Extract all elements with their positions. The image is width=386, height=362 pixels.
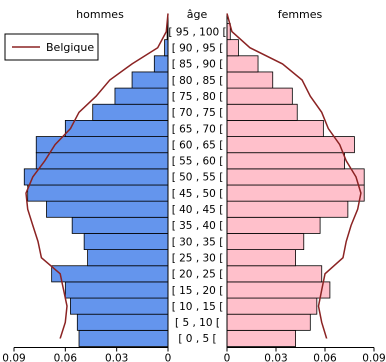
age-label: [ 90 , 95 [ xyxy=(172,43,224,55)
age-labels: [ 0 , 5 [ [ 5 , 10 [ [ 10 , 15 [ [ 15 , 20 … xyxy=(168,26,226,345)
tick-label-right: 0 xyxy=(224,353,231,362)
bar-femmes xyxy=(226,152,345,170)
bar-hommes xyxy=(46,200,169,218)
bar-femmes xyxy=(226,87,293,105)
header-center: âge xyxy=(187,8,208,21)
tick-label-left: 0.09 xyxy=(2,353,25,362)
bar-femmes xyxy=(226,297,318,315)
bar-femmes xyxy=(226,103,298,121)
bar-hommes xyxy=(76,313,169,331)
age-label: [ 80 , 85 [ xyxy=(172,75,224,87)
bar-femmes xyxy=(226,120,324,137)
bar-hommes xyxy=(92,103,169,121)
bar-femmes xyxy=(226,71,274,89)
age-label: [ 30 , 35 [ xyxy=(172,236,224,248)
bar-femmes xyxy=(226,265,323,283)
age-label: [ 45 , 50 [ xyxy=(172,188,224,200)
age-label: [ 55 , 60 [ xyxy=(172,156,224,168)
bar-femmes xyxy=(226,55,259,73)
age-label: [ 25 , 30 [ xyxy=(172,252,224,264)
bar-hommes xyxy=(35,152,169,170)
age-label: [ 40 , 45 [ xyxy=(172,204,224,216)
bars-femmes xyxy=(226,23,365,347)
age-label: [ 60 , 65 [ xyxy=(172,139,224,151)
bar-femmes xyxy=(226,168,365,186)
bars-hommes xyxy=(23,23,169,347)
bar-hommes xyxy=(114,87,169,105)
bar-hommes xyxy=(83,233,169,250)
x-axis-left: 0 0.03 0.06 0.09 xyxy=(2,13,172,362)
age-label: [ 50 , 55 [ xyxy=(172,172,224,184)
bar-femmes xyxy=(226,281,331,299)
age-label: [ 0 , 5 [ xyxy=(178,333,216,345)
x-axis-right: 0 0.03 0.06 0.09 xyxy=(224,13,386,362)
age-label: [ 85 , 90 [ xyxy=(172,59,224,71)
bar-hommes xyxy=(131,71,169,89)
bar-femmes xyxy=(226,39,239,57)
bar-femmes xyxy=(226,313,311,331)
age-label: [ 5 , 10 [ xyxy=(175,317,220,329)
tick-label-right: 0.03 xyxy=(264,353,287,362)
bar-femmes xyxy=(226,184,365,202)
bar-hommes xyxy=(64,281,169,299)
bar-femmes xyxy=(226,249,296,267)
belgique-line-femmes xyxy=(226,13,362,339)
bar-femmes xyxy=(226,200,349,218)
belgique-line-hommes xyxy=(25,13,169,339)
tick-label-right: 0.09 xyxy=(362,353,385,362)
tick-label-right: 0.06 xyxy=(313,353,337,362)
bar-hommes xyxy=(153,55,169,73)
age-label: [ 75 , 80 [ xyxy=(172,91,224,103)
bar-hommes xyxy=(78,329,169,347)
age-label: [ 15 , 20 [ xyxy=(172,285,224,297)
tick-label-left: 0.03 xyxy=(105,353,128,362)
age-label: [ 20 , 25 [ xyxy=(172,269,224,281)
header-left: hommes xyxy=(76,8,124,21)
bar-hommes xyxy=(27,184,169,202)
bar-femmes xyxy=(226,329,296,347)
age-label: [ 95 , 100 [ xyxy=(168,26,226,38)
bar-hommes xyxy=(51,265,169,283)
bar-hommes xyxy=(70,297,169,315)
tick-label-left: 0 xyxy=(165,353,172,362)
legend-label: Belgique xyxy=(46,41,94,54)
bar-femmes xyxy=(226,216,321,234)
tick-label-left: 0.06 xyxy=(54,353,78,362)
age-label: [ 35 , 40 [ xyxy=(172,220,224,232)
bar-hommes xyxy=(71,216,169,234)
bar-hommes xyxy=(87,249,169,267)
age-label: [ 65 , 70 [ xyxy=(172,123,224,135)
header-right: femmes xyxy=(278,8,323,21)
age-label: [ 70 , 75 [ xyxy=(172,107,224,119)
bar-femmes xyxy=(226,233,305,250)
bar-hommes xyxy=(64,120,169,137)
bar-hommes xyxy=(23,168,169,186)
age-label: [ 10 , 15 [ xyxy=(172,301,224,313)
legend: Belgique xyxy=(4,33,99,61)
bar-hommes xyxy=(164,39,169,57)
